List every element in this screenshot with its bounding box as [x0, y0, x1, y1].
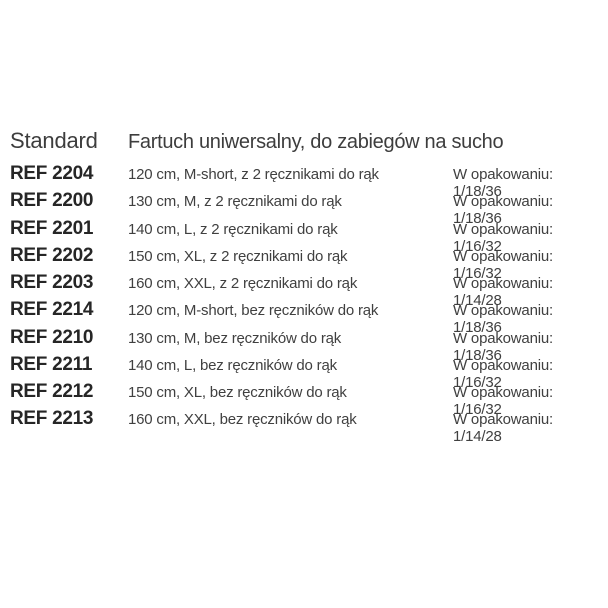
- table-row: REF 2210 130 cm, M, bez ręczników do rąk…: [10, 326, 602, 364]
- ref-code: REF 2200: [10, 190, 94, 212]
- table-row: REF 2213 160 cm, XXL, bez ręczników do r…: [10, 408, 602, 445]
- packaging-info: W opakowaniu: 1/14/28: [453, 275, 553, 309]
- ref-code: REF 2214: [10, 299, 94, 321]
- ref-code: REF 2211: [10, 353, 93, 375]
- ref-code: REF 2201: [10, 217, 94, 239]
- ref-code: REF 2213: [10, 408, 94, 430]
- packaging-info: W opakowaniu: 1/16/32: [453, 384, 553, 418]
- table-row: REF 2214 120 cm, M-short, bez ręczników …: [10, 299, 602, 336]
- series-label: Standard: [10, 128, 98, 153]
- product-table-body: REF 2204 120 cm, M-short, z 2 ręcznikami…: [10, 163, 602, 445]
- table-row: REF 2211 140 cm, L, bez ręczników do rąk…: [10, 353, 602, 391]
- ref-code: REF 2210: [10, 326, 94, 348]
- product-description: 130 cm, M, z 2 ręcznikami do rąk: [128, 193, 342, 211]
- product-description: 140 cm, L, bez ręczników do rąk: [128, 356, 337, 374]
- ref-code: REF 2204: [10, 163, 94, 184]
- table-row: REF 2204 120 cm, M-short, z 2 ręcznikami…: [10, 163, 602, 200]
- product-description: 140 cm, L, z 2 ręcznikami do rąk: [128, 220, 338, 238]
- product-description: 150 cm, XL, z 2 ręcznikami do rąk: [128, 247, 348, 265]
- table-row: REF 2203 160 cm, XXL, z 2 ręcznikami do …: [10, 272, 602, 309]
- table-header: Standard Fartuch uniwersalny, do zabiegó…: [10, 128, 602, 163]
- table-row: REF 2202 150 cm, XL, z 2 ręcznikami do r…: [10, 244, 602, 282]
- packaging-info: W opakowaniu: 1/14/28: [453, 411, 553, 446]
- product-description: 120 cm, M-short, z 2 ręcznikami do rąk: [128, 166, 379, 183]
- product-description: 160 cm, XXL, bez ręczników do rąk: [128, 411, 357, 429]
- packaging-info: W opakowaniu: 1/18/36: [453, 166, 553, 200]
- packaging-info: W opakowaniu: 1/18/36: [453, 302, 553, 337]
- product-description: 120 cm, M-short, bez ręczników do rąk: [128, 302, 379, 320]
- ref-code: REF 2202: [10, 244, 94, 266]
- packaging-info: W opakowaniu: 1/16/32: [453, 247, 553, 282]
- packaging-info: W opakowaniu: 1/18/36: [453, 193, 553, 228]
- product-description: 130 cm, M, bez ręczników do rąk: [128, 329, 342, 347]
- table-row: REF 2212 150 cm, XL, bez ręczników do rą…: [10, 381, 602, 418]
- product-description: 150 cm, XL, bez ręczników do rąk: [128, 384, 347, 401]
- product-description: 160 cm, XXL, z 2 ręcznikami do rąk: [128, 275, 358, 292]
- packaging-info: W opakowaniu: 1/18/36: [453, 329, 553, 364]
- product-table: Standard Fartuch uniwersalny, do zabiegó…: [10, 128, 602, 445]
- product-title: Fartuch uniwersalny, do zabiegów na such…: [128, 131, 504, 153]
- packaging-info: W opakowaniu: 1/16/32: [453, 356, 553, 391]
- table-row: REF 2200 130 cm, M, z 2 ręcznikami do rą…: [10, 190, 602, 227]
- packaging-info: W opakowaniu: 1/16/32: [453, 220, 553, 255]
- ref-code: REF 2203: [10, 272, 94, 293]
- table-row: REF 2201 140 cm, L, z 2 ręcznikami do rą…: [10, 217, 602, 255]
- ref-code: REF 2212: [10, 381, 94, 402]
